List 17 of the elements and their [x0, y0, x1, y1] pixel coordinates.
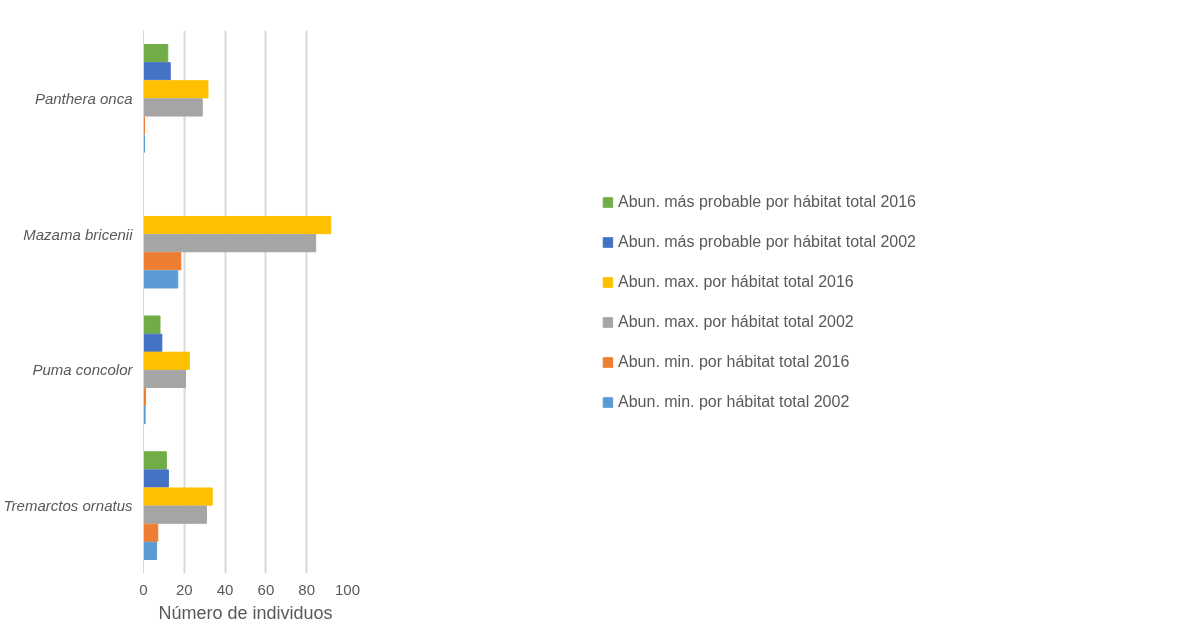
x-tick-label: 0 [139, 580, 148, 598]
x-tick-label: 100 [334, 580, 361, 598]
legend-label: Abun. min. por hábitat total 2002 [618, 392, 850, 411]
x-tick-label: 40 [216, 580, 234, 598]
legend-label: Abun. min. por hábitat total 2016 [618, 352, 850, 371]
x-tick-label: 20 [175, 580, 193, 598]
legend-label: Abun. más probable por hábitat total 2016 [618, 192, 916, 211]
y-tick-label: Tremarctos ornatus [3, 497, 133, 515]
y-tick-label: Mazama bricenii [23, 225, 134, 243]
y-tick-label: Puma concolor [32, 361, 134, 379]
x-axis-title: Número de individuos [158, 602, 333, 623]
x-tick-label: 60 [257, 580, 275, 598]
legend-label: Abun. max. por hábitat total 2016 [618, 272, 854, 291]
x-tick-label: 80 [298, 580, 316, 598]
y-tick-label: Panthera onca [34, 89, 133, 107]
legend-label: Abun. max. por hábitat total 2002 [618, 312, 854, 331]
legend-label: Abun. más probable por hábitat total 2002 [618, 232, 916, 251]
